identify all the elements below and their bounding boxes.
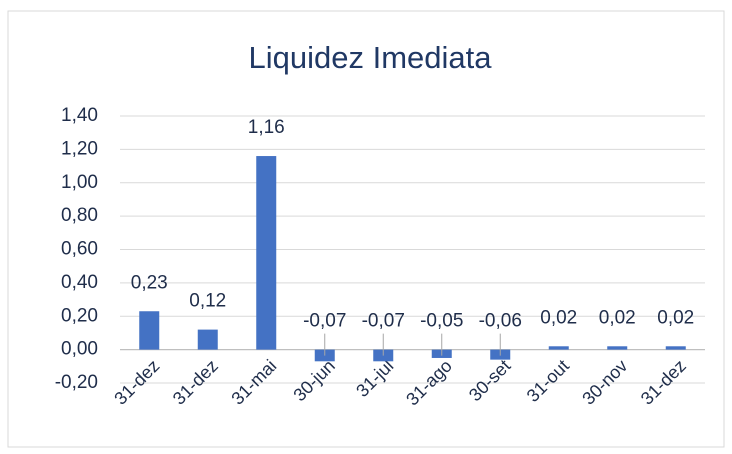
value-label: 0,12 [189,291,226,312]
bar [665,346,686,350]
value-label: 0,02 [540,307,577,328]
value-label: -0,06 [479,311,522,332]
value-label: -0,07 [303,311,346,332]
bar [607,346,628,350]
y-tick-label: 0,60 [61,239,98,260]
value-label: 0,23 [131,272,168,293]
bar [197,329,218,350]
y-tick-label: 1,00 [61,172,98,193]
value-label: -0,07 [362,311,405,332]
value-label: 0,02 [599,307,636,328]
value-label: 0,02 [657,307,694,328]
value-label: 1,16 [248,117,285,138]
chart-title: Liquidez Imediata [249,40,493,75]
bar [548,346,569,350]
y-tick-label: 0,00 [61,339,98,360]
chart-border [7,10,725,448]
y-tick-label: 0,40 [61,272,98,293]
bar [139,311,160,350]
y-tick-label: 1,40 [61,105,98,126]
y-tick-label: -0,20 [55,372,98,393]
y-tick-label: 1,20 [61,138,98,159]
y-tick-label: 0,20 [61,305,98,326]
bar [256,156,277,350]
value-label: -0,05 [420,311,463,332]
y-tick-label: 0,80 [61,205,98,226]
